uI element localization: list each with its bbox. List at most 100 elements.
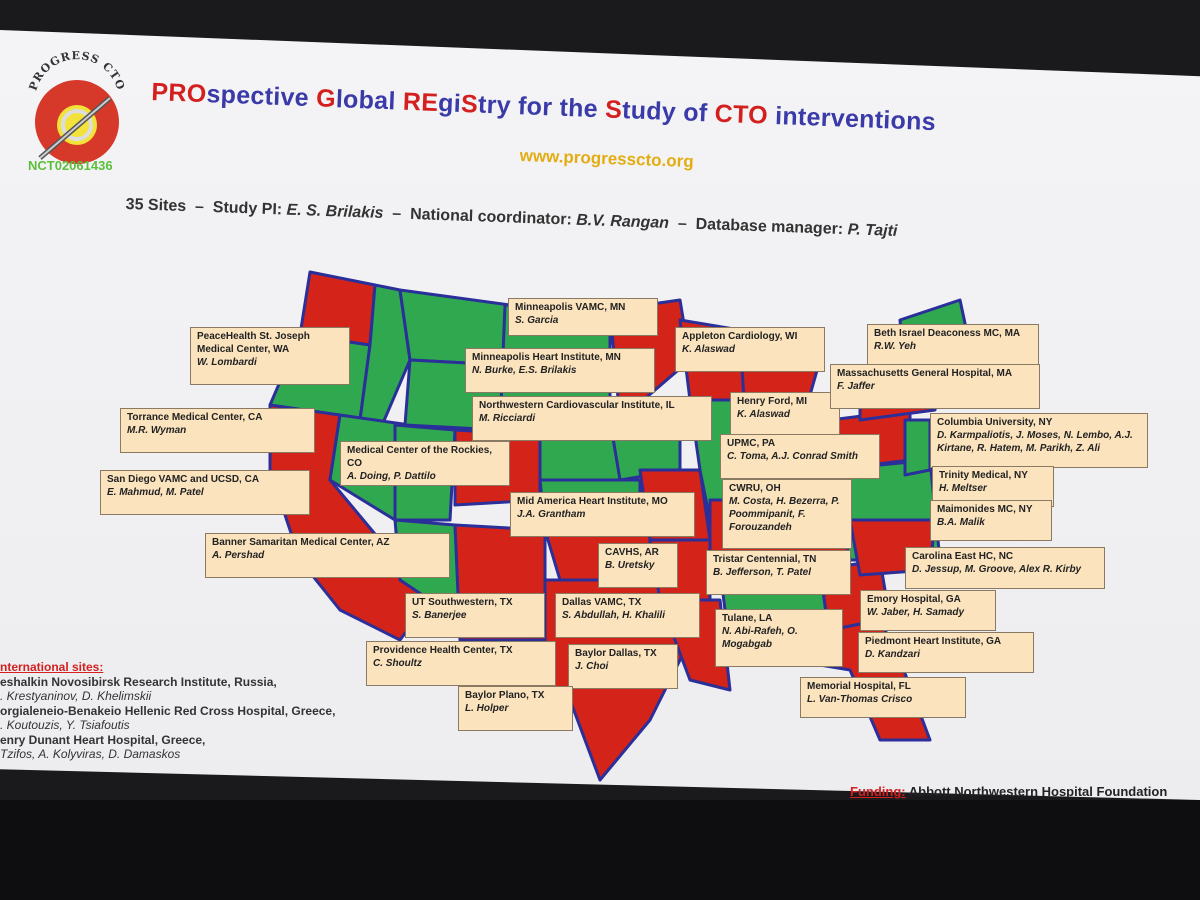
site-label: PeaceHealth St. Joseph Medical Center, W… [190, 327, 350, 385]
site-investigators: C. Shoultz [373, 658, 422, 669]
site-name: CWRU, OH [729, 483, 781, 494]
site-investigators: A. Pershad [212, 550, 265, 561]
screen-bottom [0, 800, 1200, 900]
site-label: Carolina East HC, NC D. Jessup, M. Groove… [905, 547, 1105, 589]
site-name: Tulane, LA [722, 613, 773, 624]
site-name: Memorial Hospital, FL [807, 681, 911, 692]
site-name: PeaceHealth St. Joseph Medical Center, W… [197, 331, 310, 355]
international-line: Tzifos, A. Kolyviras, D. Damaskos [0, 747, 181, 761]
site-label: Providence Health Center, TX C. Shoultz [366, 641, 556, 686]
site-name: Medical Center of the Rockies, CO [347, 445, 493, 469]
site-investigators: H. Meltser [939, 483, 987, 494]
international-heading: nternational sites: [0, 660, 104, 674]
site-label: San Diego VAMC and UCSD, CA E. Mahmud, M.… [100, 470, 310, 515]
site-investigators: N. Burke, E.S. Brilakis [472, 365, 577, 376]
site-name: Baylor Plano, TX [465, 690, 545, 701]
site-name: Tristar Centennial, TN [713, 554, 817, 565]
site-name: Minneapolis VAMC, MN [515, 302, 626, 313]
funding-label: Funding: [850, 784, 906, 799]
site-investigators: L. Holper [465, 703, 509, 714]
site-name: CAVHS, AR [605, 547, 659, 558]
international-line: orgialeneio-Benakeio Hellenic Red Cross … [0, 703, 336, 718]
site-label: CWRU, OH M. Costa, H. Bezerra, P. Poommip… [722, 479, 852, 549]
site-label: Massachusetts General Hospital, MA F. Jaf… [830, 364, 1040, 409]
site-label: Columbia University, NY D. Karmpaliotis, … [930, 413, 1148, 468]
site-label: Banner Samaritan Medical Center, AZ A. Pe… [205, 533, 450, 578]
site-investigators: D. Kandzari [865, 649, 921, 660]
site-investigators: W. Jaber, H. Samady [867, 607, 965, 618]
site-name: Banner Samaritan Medical Center, AZ [212, 537, 390, 548]
site-label: Emory Hospital, GA W. Jaber, H. Samady [860, 590, 996, 631]
site-investigators: M. Costa, H. Bezerra, P. Poommipanit, F.… [729, 496, 840, 533]
site-investigators: S. Banerjee [412, 610, 467, 621]
site-investigators: K. Alaswad [682, 344, 735, 355]
site-investigators: S. Garcia [515, 315, 559, 326]
funding: Funding: Abbott Northwestern Hospital Fo… [850, 784, 1167, 799]
site-investigators: B. Jefferson, T. Patel [713, 567, 811, 578]
site-investigators: R.W. Yeh [874, 341, 917, 352]
site-investigators: N. Abi-Rafeh, O. Mogabgab [722, 626, 798, 650]
trial-id: NCT02061436 [28, 158, 113, 173]
site-name: Columbia University, NY [937, 417, 1053, 428]
international-line: enry Dunant Heart Hospital, Greece, [0, 732, 206, 747]
site-name: Trinity Medical, NY [939, 470, 1028, 481]
site-name: Emory Hospital, GA [867, 594, 961, 605]
site-name: UPMC, PA [727, 438, 776, 449]
site-name: Northwestern Cardiovascular Institute, I… [479, 400, 675, 411]
site-name: Mid America Heart Institute, MO [517, 496, 668, 507]
site-name: Maimonides MC, NY [937, 504, 1033, 515]
site-label: Torrance Medical Center, CA M.R. Wyman [120, 408, 315, 453]
international-sites: nternational sites: eshalkin Novosibirsk… [0, 660, 335, 762]
site-name: San Diego VAMC and UCSD, CA [107, 474, 260, 485]
site-investigators: K. Alaswad [737, 409, 790, 420]
site-label: Mid America Heart Institute, MO J.A. Gran… [510, 492, 695, 537]
site-investigators: W. Lombardi [197, 357, 257, 368]
international-line: . Koutouzis, Y. Tsiafoutis [0, 718, 130, 732]
progress-cto-logo: PROGRESS CTO [27, 49, 127, 164]
site-label: Piedmont Heart Institute, GA D. Kandzari [858, 632, 1034, 673]
site-name: Baylor Dallas, TX [575, 648, 657, 659]
site-label: Henry Ford, MI K. Alaswad [730, 392, 840, 437]
site-label: CAVHS, AR B. Uretsky [598, 543, 678, 588]
site-name: Minneapolis Heart Institute, MN [472, 352, 621, 363]
site-name: Dallas VAMC, TX [562, 597, 642, 608]
site-investigators: E. Mahmud, M. Patel [107, 487, 204, 498]
site-label: Baylor Dallas, TX J. Choi [568, 644, 678, 689]
site-investigators: M.R. Wyman [127, 425, 187, 436]
site-name: Carolina East HC, NC [912, 551, 1014, 562]
international-line: eshalkin Novosibirsk Research Institute,… [0, 674, 277, 689]
international-line: . Krestyaninov, D. Khelimskii [0, 689, 152, 703]
international-list: eshalkin Novosibirsk Research Institute,… [0, 675, 335, 762]
site-name: Appleton Cardiology, WI [682, 331, 798, 342]
site-name: Providence Health Center, TX [373, 645, 513, 656]
site-investigators: J.A. Grantham [517, 509, 586, 520]
site-investigators: M. Ricciardi [479, 413, 536, 424]
site-label: Dallas VAMC, TX S. Abdullah, H. Khalili [555, 593, 700, 638]
site-name: Piedmont Heart Institute, GA [865, 636, 1002, 647]
site-label: Beth Israel Deaconess MC, MA R.W. Yeh [867, 324, 1039, 369]
site-name: Torrance Medical Center, CA [127, 412, 263, 423]
site-label: Baylor Plano, TX L. Holper [458, 686, 573, 731]
site-investigators: B.A. Malik [937, 517, 985, 528]
site-label: Tristar Centennial, TN B. Jefferson, T. P… [706, 550, 851, 595]
site-investigators: B. Uretsky [605, 560, 655, 571]
site-investigators: L. Van-Thomas Crisco [807, 694, 913, 705]
site-label: Medical Center of the Rockies, CO A. Doin… [340, 441, 510, 486]
site-name: Henry Ford, MI [737, 396, 808, 407]
site-name: UT Southwestern, TX [412, 597, 513, 608]
site-name: Massachusetts General Hospital, MA [837, 368, 1013, 379]
state-new-jersey [903, 418, 932, 477]
site-investigators: S. Abdullah, H. Khalili [562, 610, 665, 621]
site-label: UPMC, PA C. Toma, A.J. Conrad Smith [720, 434, 880, 479]
site-label: Maimonides MC, NY B.A. Malik [930, 500, 1052, 541]
site-investigators: A. Doing, P. Dattilo [347, 471, 436, 482]
site-label: Minneapolis Heart Institute, MN N. Burke,… [465, 348, 655, 393]
site-investigators: J. Choi [575, 661, 609, 672]
site-label: Memorial Hospital, FL L. Van-Thomas Crisc… [800, 677, 966, 718]
site-label: Northwestern Cardiovascular Institute, I… [472, 396, 712, 441]
site-investigators: C. Toma, A.J. Conrad Smith [727, 451, 858, 462]
site-name: Beth Israel Deaconess MC, MA [874, 328, 1021, 339]
site-label: Tulane, LA N. Abi-Rafeh, O. Mogabgab [715, 609, 843, 667]
site-label: Minneapolis VAMC, MN S. Garcia [508, 298, 658, 336]
site-investigators: F. Jaffer [837, 381, 875, 392]
